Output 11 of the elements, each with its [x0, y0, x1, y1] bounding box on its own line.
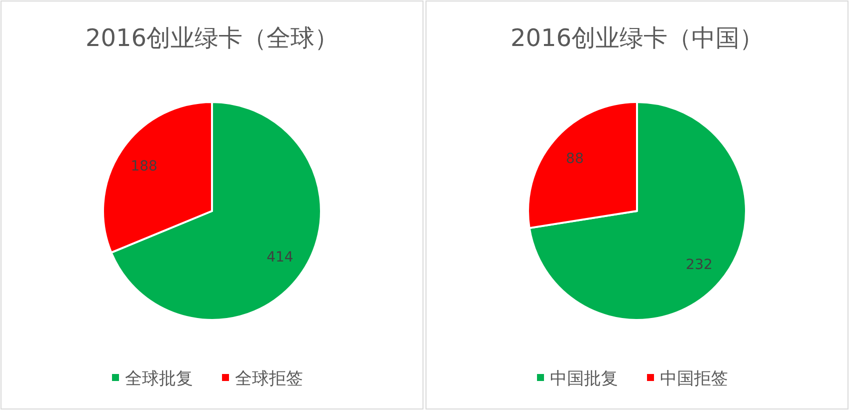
data-label: 414: [266, 249, 294, 266]
legend-label: 全球批复: [125, 369, 193, 389]
legend-label: 中国拒签: [660, 369, 728, 389]
data-label: 188: [130, 158, 158, 175]
data-label: 88: [566, 150, 584, 167]
pie-slice: [528, 101, 747, 321]
legend-label: 中国批复: [550, 369, 618, 389]
legend-label: 全球拒签: [235, 369, 303, 389]
chart-title: 2016创业绿卡（中国）: [510, 24, 764, 52]
data-label: 232: [686, 257, 713, 274]
chart-title: 2016创业绿卡（全球）: [85, 24, 339, 52]
